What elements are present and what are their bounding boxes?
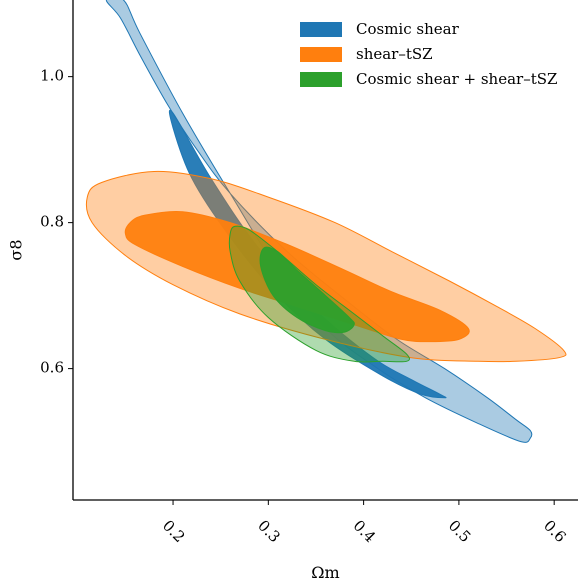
- x-tick-label: 0.5: [445, 516, 475, 546]
- series-2-contours: [228, 225, 410, 363]
- legend-swatch: [300, 72, 342, 87]
- legend-label: Cosmic shear + shear–tSZ: [356, 70, 557, 88]
- y-tick-label: 1.0: [40, 67, 64, 85]
- y-axis-label: σ8: [7, 239, 26, 260]
- series-2-inner-contour: [259, 246, 355, 334]
- y-tick-label: 0.8: [40, 213, 64, 231]
- contour-layer: [85, 0, 567, 443]
- legend-label: shear–tSZ: [356, 45, 433, 63]
- x-tick-label: 0.6: [540, 516, 570, 546]
- x-tick-label: 0.3: [254, 516, 284, 546]
- legend-label: Cosmic shear: [356, 20, 460, 38]
- legend-swatch: [300, 22, 342, 37]
- x-axis-label: Ωm: [311, 563, 339, 582]
- x-tick-label: 0.2: [159, 516, 189, 546]
- legend: Cosmic shear shear–tSZ Cosmic shear + shea…: [300, 20, 557, 88]
- x-tick-label: 0.4: [350, 516, 380, 546]
- y-tick-label: 0.6: [40, 359, 64, 377]
- legend-swatch: [300, 47, 342, 62]
